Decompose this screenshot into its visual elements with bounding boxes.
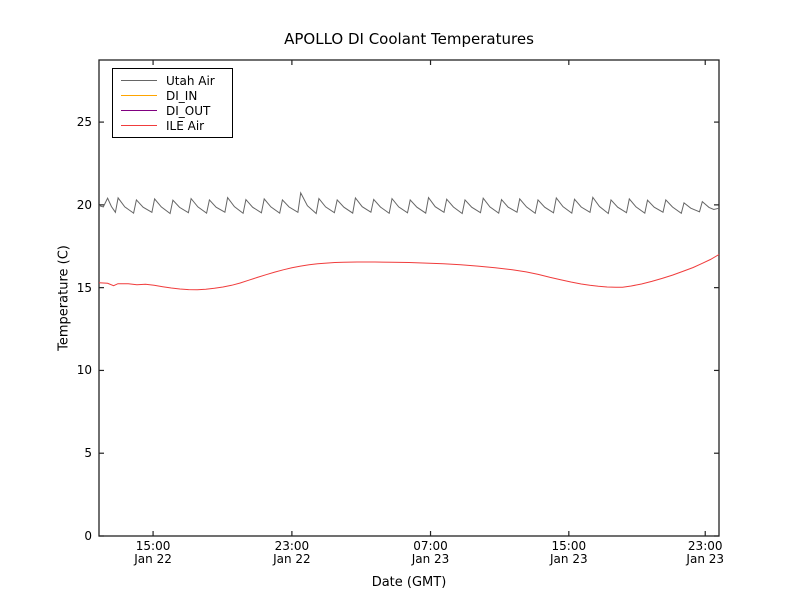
y-tick-label: 20: [76, 197, 92, 212]
plot-frame: [98, 59, 720, 537]
series-line-utah-air: [98, 191, 720, 215]
y-axis-label: Temperature (C): [56, 245, 72, 351]
x-tick-label: 23:00 Jan 22: [273, 539, 311, 566]
chart-title: APOLLO DI Coolant Temperatures: [284, 30, 534, 48]
y-tick-label: 10: [76, 363, 92, 378]
legend-label: DI_OUT: [166, 103, 211, 118]
legend-label: Utah Air: [166, 73, 215, 88]
y-tick-label: 15: [76, 280, 92, 295]
legend-item-utah-air: Utah Air: [121, 73, 226, 88]
x-tick-label: 23:00 Jan 23: [686, 539, 725, 566]
legend-label: ILE Air: [166, 118, 205, 133]
series-line-ile-air: [98, 254, 720, 291]
legend-item-di-out: DI_OUT: [121, 103, 226, 118]
y-tick-label: 25: [76, 115, 92, 130]
x-tick-label: 07:00 Jan 23: [411, 539, 450, 566]
legend-line-sample: [121, 109, 157, 112]
legend-line-sample: [121, 124, 157, 127]
x-tick-label: 15:00 Jan 22: [134, 539, 172, 566]
y-tick-label: 0: [84, 529, 92, 543]
legend-item-ile-air: ILE Air: [121, 118, 226, 133]
y-tick-label: 5: [84, 446, 92, 461]
legend-label: DI_IN: [166, 88, 198, 103]
legend-line-sample: [121, 79, 157, 82]
x-axis-label: Date (GMT): [371, 575, 447, 590]
legend: Utah Air DI_IN DI_OUT ILE Air: [112, 68, 233, 138]
legend-line-sample: [121, 94, 157, 97]
x-tick-label: 15:00 Jan 23: [550, 539, 588, 566]
legend-item-di-in: DI_IN: [121, 88, 226, 103]
